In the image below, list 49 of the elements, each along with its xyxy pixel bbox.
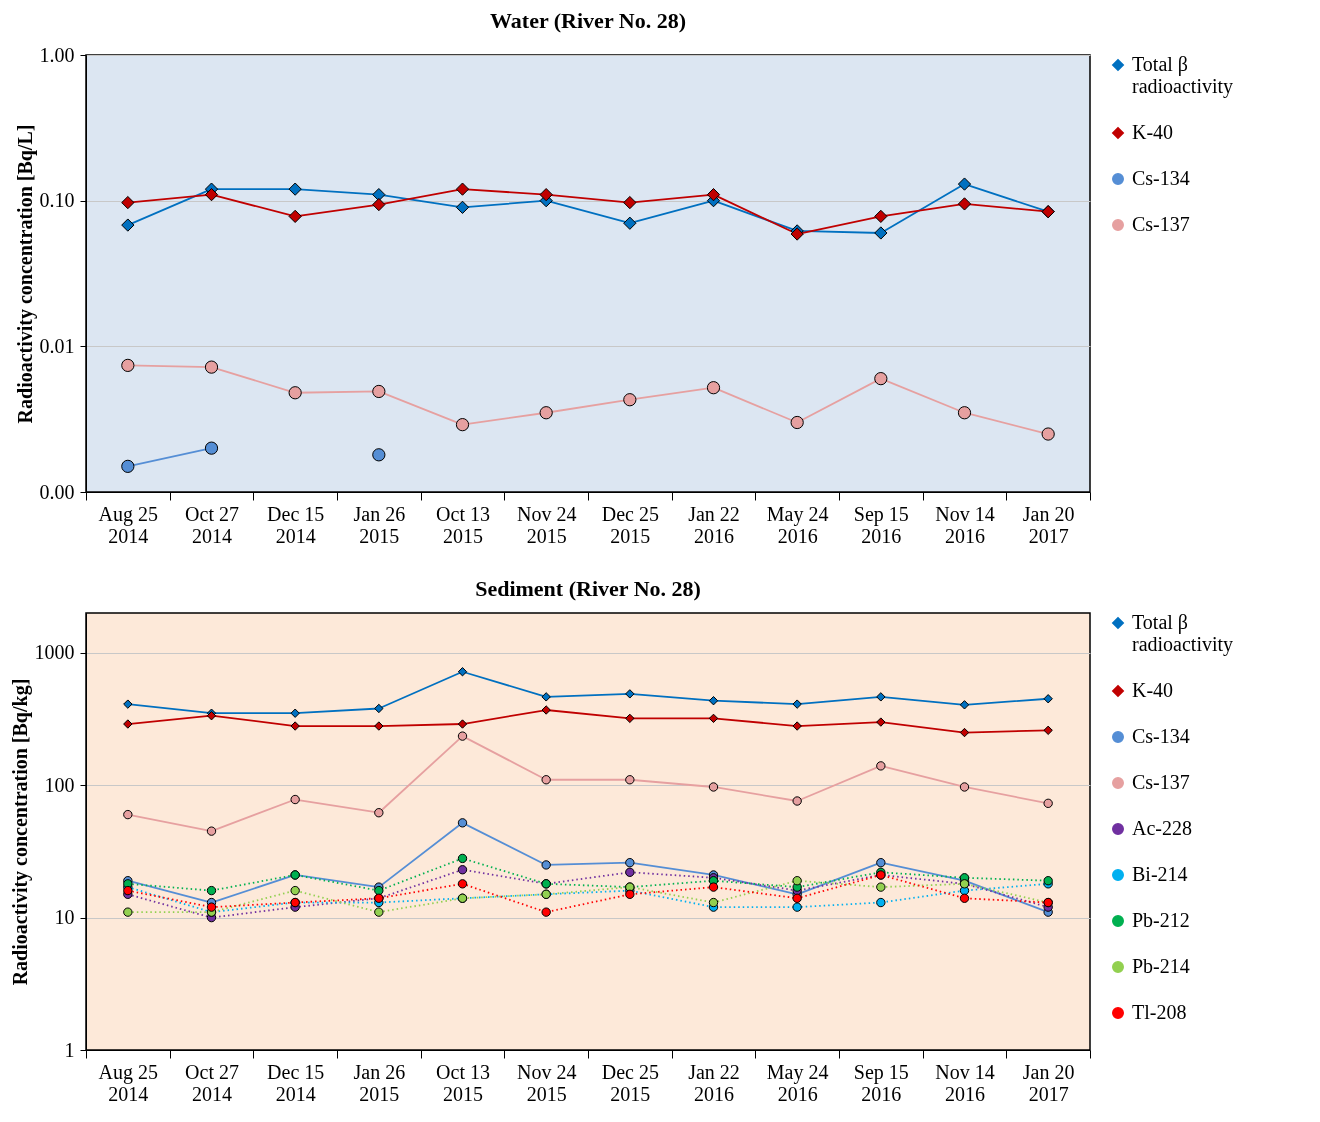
y-axis-title: Radioactivity concentration [Bq/L] bbox=[13, 124, 37, 424]
x-tick-label: Nov 14 2016 bbox=[935, 1060, 995, 1105]
y-tick-label: 10 bbox=[54, 906, 75, 929]
legend-label: Total β radioactivity bbox=[1132, 611, 1234, 656]
x-tick-label: May 24 2016 bbox=[766, 502, 829, 547]
x-tick-label: Sep 15 2016 bbox=[853, 1060, 909, 1105]
x-tick-label: Jan 22 2016 bbox=[688, 1060, 740, 1105]
legend-label: K-40 bbox=[1132, 679, 1174, 701]
legend-label: Total β radioactivity bbox=[1132, 53, 1234, 98]
y-tick-label: 100 bbox=[44, 773, 75, 796]
x-tick-label: Nov 14 2016 bbox=[935, 502, 995, 547]
x-tick-label: Dec 15 2014 bbox=[267, 502, 325, 547]
legend-label: Cs-137 bbox=[1132, 213, 1190, 235]
y-tick-label: 1.00 bbox=[39, 43, 75, 66]
x-tick-label: Jan 26 2015 bbox=[353, 1060, 406, 1105]
x-tick-label: Jan 26 2015 bbox=[353, 502, 406, 547]
legend-label: Ac-228 bbox=[1132, 817, 1192, 839]
x-tick-label: Jan 22 2016 bbox=[688, 502, 740, 547]
y-axis-title: Radioactivity concentration [Bq/kg] bbox=[8, 678, 32, 986]
legend-label: Tl-208 bbox=[1132, 1001, 1187, 1023]
x-tick-label: Jan 20 2017 bbox=[1022, 502, 1075, 547]
chart-title: Sediment (River No. 28) bbox=[475, 576, 701, 601]
legend-label: Pb-214 bbox=[1132, 955, 1190, 977]
legend-label: Bi-214 bbox=[1132, 863, 1188, 885]
x-tick-label: Oct 13 2015 bbox=[436, 1060, 490, 1105]
y-tick-label: 1000 bbox=[34, 641, 75, 664]
y-tick-label: 0.01 bbox=[39, 334, 75, 357]
x-tick-label: Sep 15 2016 bbox=[853, 502, 909, 547]
x-tick-label: Jan 20 2017 bbox=[1022, 1060, 1075, 1105]
x-tick-label: Oct 27 2014 bbox=[185, 1060, 239, 1105]
x-tick-label: Dec 25 2015 bbox=[601, 502, 659, 547]
x-tick-label: Aug 25 2014 bbox=[98, 502, 159, 547]
x-tick-label: Dec 25 2015 bbox=[601, 1060, 659, 1105]
chart-title: Water (River No. 28) bbox=[490, 8, 686, 33]
x-tick-label: Nov 24 2015 bbox=[516, 502, 577, 547]
legend-label: K-40 bbox=[1132, 121, 1174, 143]
x-tick-label: May 24 2016 bbox=[766, 1060, 829, 1105]
x-tick-label: Nov 24 2015 bbox=[516, 1060, 577, 1105]
y-tick-label: 0.10 bbox=[39, 189, 75, 212]
x-tick-label: Aug 25 2014 bbox=[98, 1060, 159, 1105]
legend-label: Cs-134 bbox=[1132, 167, 1190, 189]
x-tick-label: Oct 13 2015 bbox=[436, 502, 490, 547]
y-tick-label: 1 bbox=[64, 1038, 75, 1061]
legend-label: Cs-134 bbox=[1132, 725, 1190, 747]
x-tick-label: Dec 15 2014 bbox=[267, 1060, 325, 1105]
legend-label: Pb-212 bbox=[1132, 909, 1190, 931]
legend-label: Cs-137 bbox=[1132, 771, 1190, 793]
x-tick-label: Oct 27 2014 bbox=[185, 502, 239, 547]
y-tick-label: 0.00 bbox=[39, 480, 75, 503]
